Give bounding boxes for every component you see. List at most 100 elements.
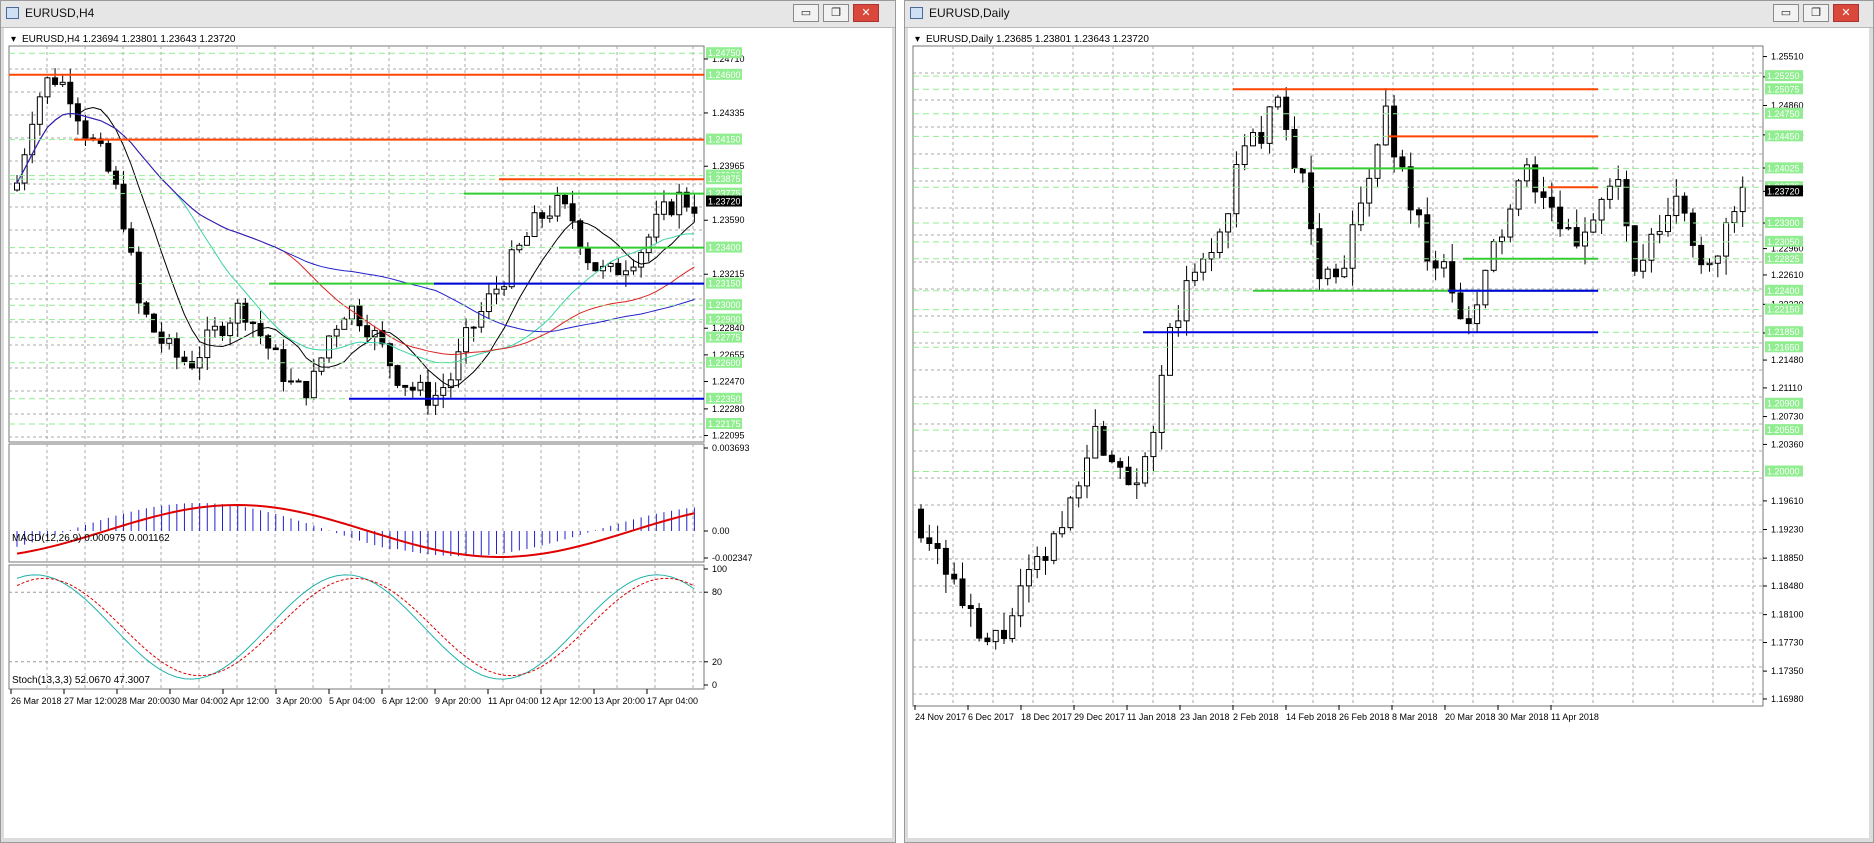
candle-body xyxy=(1034,556,1041,571)
date-tick-label: 27 Mar 12:00 xyxy=(64,696,117,706)
level-tag-label: 1.20900 xyxy=(1767,399,1800,409)
level-tag-label: 1.22400 xyxy=(1767,286,1800,296)
stoch-tick-label: 20 xyxy=(712,657,722,667)
level-tag-label: 1.22175 xyxy=(708,419,741,429)
candle-body xyxy=(112,170,119,185)
candle-body xyxy=(1341,267,1348,278)
date-tick-label: 6 Dec 2017 xyxy=(968,712,1014,722)
level-tag-label: 1.21850 xyxy=(1767,327,1800,337)
price-tick-label: 1.17350 xyxy=(1771,666,1804,676)
level-tag-bg xyxy=(1765,70,1803,82)
candle-body xyxy=(417,381,424,391)
h4-date-axis: 26 Mar 2018 27 Mar 12:00 28 Mar 20:00 30 Ma… xyxy=(10,689,698,706)
candle-body xyxy=(1482,269,1489,306)
level-tag-label: 1.24600 xyxy=(708,70,741,80)
candle-body xyxy=(1449,261,1456,294)
ma-red xyxy=(16,112,695,355)
candle-body xyxy=(326,335,333,359)
level-tag-bg xyxy=(1765,130,1803,142)
level-tag-label: 1.23300 xyxy=(1767,218,1800,228)
price-tick-label: 1.17730 xyxy=(1771,637,1804,647)
candle-body xyxy=(1050,533,1057,561)
date-tick-label: 18 Dec 2017 xyxy=(1021,712,1072,722)
level-tag-label: 1.23050 xyxy=(1767,237,1800,247)
price-tick-label: 1.18850 xyxy=(1771,553,1804,563)
restore-button[interactable]: ❐ xyxy=(823,4,849,22)
level-tag-label: 1.23875 xyxy=(708,174,741,184)
price-tick-label: 1.19610 xyxy=(1771,496,1804,506)
candle-body xyxy=(272,347,279,351)
candle-body xyxy=(1001,629,1007,640)
candle-body xyxy=(425,381,431,406)
restore-button[interactable]: ❐ xyxy=(1803,4,1829,22)
candle-body xyxy=(1465,318,1472,325)
candle-body xyxy=(36,96,43,125)
candle-body xyxy=(1142,456,1149,484)
close-button[interactable]: ✕ xyxy=(1833,4,1859,22)
h4-chart-area[interactable]: 1.24710 1.24335 1.23965 1.23590 1.23215 1.228… xyxy=(4,28,892,838)
minimize-button[interactable]: ▭ xyxy=(793,4,819,22)
h4-window-titlebar[interactable]: EURUSD,H4 ▭ ❐ ✕ xyxy=(1,1,895,28)
close-button[interactable]: ✕ xyxy=(853,4,879,22)
stoch-tick-label: 100 xyxy=(712,564,727,574)
stoch-signal-line xyxy=(16,577,695,677)
candle-body xyxy=(74,103,81,122)
level-tag-bg xyxy=(1765,284,1803,296)
price-tick-label: 1.22470 xyxy=(712,377,745,387)
current-price-tag xyxy=(1765,185,1803,197)
daily-level-lines xyxy=(913,75,1763,473)
candle-body xyxy=(1490,241,1497,271)
candle-body xyxy=(926,537,933,545)
h4-level-lines xyxy=(9,52,704,425)
level-tag-label: 1.23400 xyxy=(708,243,741,253)
ma-black xyxy=(16,106,695,388)
daily-window-titlebar[interactable]: EURUSD,Daily ▭ ❐ ✕ xyxy=(905,1,1873,28)
candle-body xyxy=(219,325,226,337)
macd-label: MACD(12,26,9) 0.000975 0.001162 xyxy=(12,533,170,544)
level-tag-bg xyxy=(706,47,742,59)
candle-body xyxy=(1548,196,1555,208)
h4-chart-canvas[interactable]: 1.24710 1.24335 1.23965 1.23590 1.23215 1.228… xyxy=(4,28,892,840)
candle-body xyxy=(189,360,196,369)
h4-info-line: EURUSD,H4 1.23694 1.23801 1.23643 1.2372… xyxy=(22,34,236,45)
candle-body xyxy=(265,335,272,349)
candle-body xyxy=(1457,292,1464,320)
candle-body xyxy=(1233,164,1240,215)
h4-window-title: EURUSD,H4 xyxy=(25,6,95,20)
candle-body xyxy=(1606,185,1613,200)
date-tick-label: 26 Feb 2018 xyxy=(1339,712,1390,722)
daily-chart-canvas[interactable]: 1.255101.252401.248601.244701.240301.237… xyxy=(908,28,1869,840)
price-tick-label: 1.20360 xyxy=(1771,439,1804,449)
date-tick-label: 2 Feb 2018 xyxy=(1233,712,1279,722)
candle-body xyxy=(1665,215,1671,233)
chart-dropdown-arrow[interactable]: ▾ xyxy=(915,34,920,45)
date-tick-label: 3 Apr 20:00 xyxy=(276,696,322,706)
stoch-label: Stoch(13,3,3) 52.0670 47.3007 xyxy=(12,675,150,686)
candle-body xyxy=(242,302,249,323)
candle-body xyxy=(1167,326,1173,376)
candle-body xyxy=(1723,222,1730,257)
chart-window-icon xyxy=(6,7,19,19)
candle-body xyxy=(440,387,447,396)
candle-body xyxy=(531,212,538,238)
chart-dropdown-arrow[interactable]: ▾ xyxy=(11,34,16,45)
chart-window-icon xyxy=(910,7,923,19)
daily-info-line: EURUSD,Daily 1.23685 1.23801 1.23643 1.2… xyxy=(926,34,1149,45)
price-tick-label: 1.23215 xyxy=(712,269,745,279)
level-tag-bg xyxy=(1765,303,1803,315)
candle-body xyxy=(166,338,173,344)
candle-body xyxy=(1399,156,1406,168)
level-tag-label: 1.25250 xyxy=(1767,71,1800,81)
minimize-button[interactable]: ▭ xyxy=(1773,4,1799,22)
candle-body xyxy=(1582,231,1588,247)
candle-body xyxy=(976,608,983,639)
level-tag-bg xyxy=(1765,465,1803,477)
main-panel-frame xyxy=(912,45,1764,707)
candle-body xyxy=(1266,106,1273,144)
level-tag-bg xyxy=(1765,216,1803,228)
daily-chart-area[interactable]: 1.255101.252401.248601.244701.240301.237… xyxy=(908,28,1869,838)
candle-body xyxy=(1075,485,1082,499)
candle-body xyxy=(1191,271,1198,282)
candle-body xyxy=(638,252,645,268)
candle-body xyxy=(1540,191,1547,198)
